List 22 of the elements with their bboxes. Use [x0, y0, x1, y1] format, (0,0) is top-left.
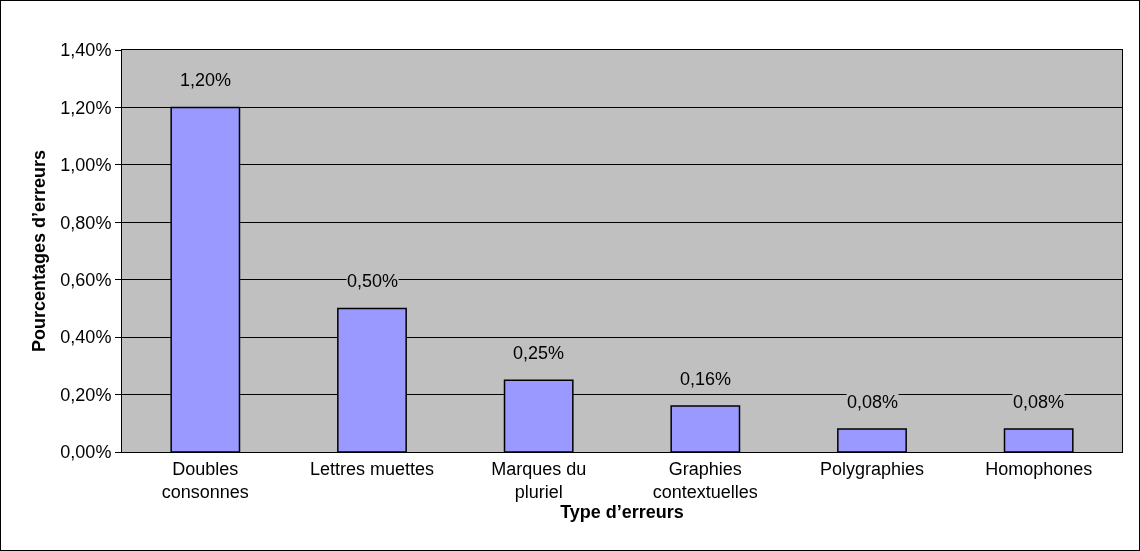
data-label: 0,50%	[347, 271, 399, 291]
data-label: 0,08%	[1013, 392, 1065, 412]
y-tick-label: 0,40%	[60, 327, 112, 348]
x-tick-label: Polygraphies	[819, 458, 925, 479]
y-tick-label: 0,20%	[60, 384, 112, 405]
x-tick-label: Lettres muettes	[309, 458, 435, 479]
y-tick-label: 0,80%	[60, 212, 112, 233]
y-tick-label: 1,20%	[60, 97, 112, 118]
y-tick-label: 1,40%	[60, 40, 112, 61]
y-tick-label: 0,60%	[60, 270, 112, 291]
data-label: 0,25%	[513, 343, 565, 363]
x-tick-label: Doubles consonnes	[161, 458, 249, 502]
y-tick-label: 1,00%	[60, 155, 112, 176]
y-axis-title: Pourcentages d’erreurs	[28, 149, 49, 353]
x-tick-label: Marques du pluriel	[491, 458, 587, 502]
data-label: 0,08%	[847, 392, 899, 412]
data-label: 1,20%	[180, 70, 232, 90]
y-tick-label: 0,00%	[60, 442, 112, 463]
x-tick-label: Graphies contextuelles	[652, 458, 758, 502]
data-label: 0,16%	[680, 369, 732, 389]
x-axis-title: Type d’erreurs	[560, 502, 684, 522]
x-tick-label: Homophones	[985, 458, 1093, 479]
